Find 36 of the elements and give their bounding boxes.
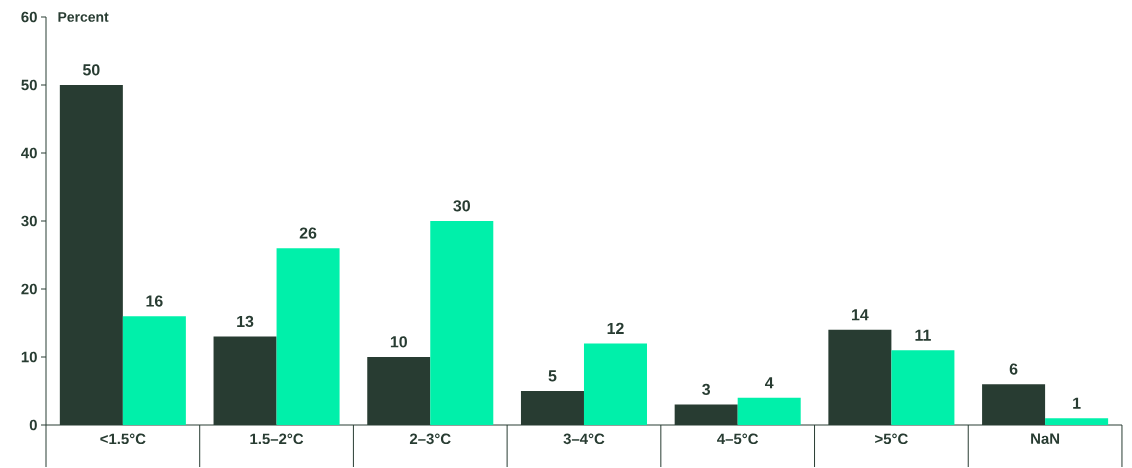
bar (1045, 418, 1109, 425)
x-tick-label: NaN (1031, 433, 1060, 444)
y-tick-label: 60 (21, 11, 37, 23)
y-axis-title: Percent (58, 12, 109, 22)
bar (122, 316, 186, 425)
y-tick-label: 20 (21, 283, 37, 295)
data-label: 4 (765, 377, 774, 389)
y-tick-label: 10 (21, 351, 37, 363)
bar (430, 221, 494, 425)
x-tick-label: 2–3°C (409, 433, 451, 445)
x-tick-label: <1.5°C (100, 433, 146, 445)
data-label: 26 (299, 227, 317, 239)
y-tick-label: 40 (21, 147, 37, 159)
data-label: 10 (390, 336, 407, 348)
data-label: 16 (146, 295, 163, 307)
x-tick-label: 4–5°C (717, 433, 759, 445)
y-tick-label: 30 (21, 215, 37, 227)
x-tick-label: 1.5–2°C (250, 433, 304, 445)
bar (583, 343, 647, 425)
data-label: 1 (1073, 397, 1081, 409)
data-label: 3 (702, 383, 711, 396)
data-label: 6 (1009, 363, 1018, 375)
data-label: 11 (915, 329, 931, 341)
bar (737, 397, 801, 425)
y-tick-label: 50 (21, 79, 37, 91)
bar (276, 248, 340, 425)
data-label: 5 (548, 370, 557, 382)
x-tick-label: 3–4°C (563, 433, 605, 445)
bar (891, 350, 955, 425)
data-label: 13 (237, 315, 254, 328)
data-label: 14 (852, 309, 869, 321)
y-tick-label: 0 (29, 419, 37, 431)
x-tick-label: >5°C (875, 433, 908, 445)
data-label: 30 (453, 200, 470, 212)
data-label: 12 (607, 322, 624, 334)
data-label: 50 (82, 64, 100, 76)
